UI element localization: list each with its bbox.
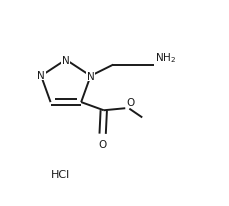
Text: HCl: HCl	[51, 169, 70, 179]
Text: N: N	[37, 70, 45, 80]
Text: N: N	[62, 55, 70, 65]
Text: O: O	[126, 98, 135, 108]
Text: NH$_2$: NH$_2$	[155, 50, 176, 64]
Text: O: O	[98, 139, 107, 149]
Text: N: N	[87, 71, 95, 81]
